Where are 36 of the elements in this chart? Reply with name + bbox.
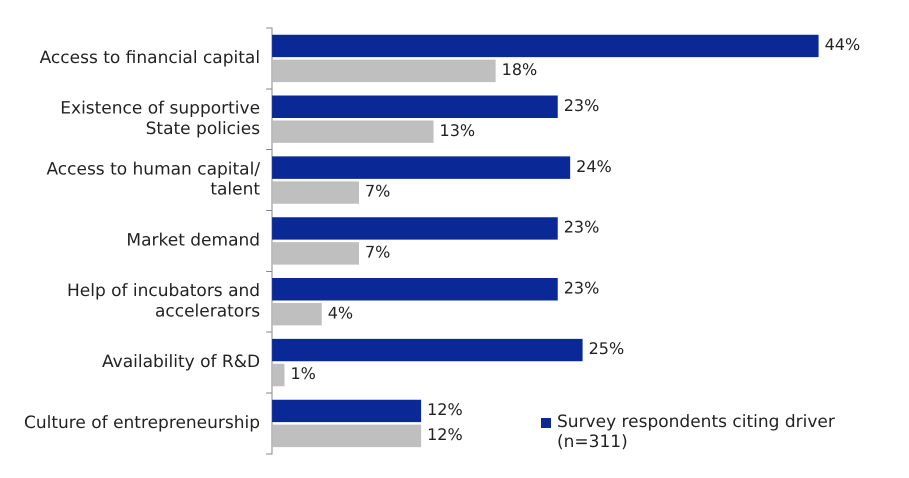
y-tick-label: Access to human capital/ talent xyxy=(46,159,260,200)
data-label: 13% xyxy=(440,120,476,140)
data-label: 24% xyxy=(576,156,612,176)
y-tick-label: Existence of supportive State policies xyxy=(60,98,260,139)
bar xyxy=(272,156,570,179)
bar xyxy=(272,217,558,240)
y-tick-label: Help of incubators and accelerators xyxy=(66,280,260,322)
data-label: 12% xyxy=(427,425,463,444)
data-label: 12% xyxy=(427,400,463,420)
bar xyxy=(272,400,422,422)
bar xyxy=(272,242,360,265)
bar xyxy=(272,120,434,143)
bar xyxy=(272,302,322,326)
bar xyxy=(272,181,360,204)
bar xyxy=(272,278,558,300)
data-label: 1% xyxy=(290,364,316,384)
y-tick-label: Market demand xyxy=(126,230,260,250)
bar xyxy=(272,364,284,386)
data-label: 7% xyxy=(365,182,390,201)
data-label: 44% xyxy=(824,35,860,54)
y-tick-label: Culture of entrepreneurship xyxy=(24,412,260,433)
bar xyxy=(272,96,558,118)
data-label: 4% xyxy=(328,303,354,322)
data-label: 18% xyxy=(502,60,538,80)
data-label: 25% xyxy=(588,339,624,358)
bar xyxy=(272,34,819,58)
data-label: 23% xyxy=(564,96,600,115)
data-label: 7% xyxy=(365,242,390,262)
y-tick-label: Access to financial capital xyxy=(40,48,260,68)
data-label: 23% xyxy=(564,218,600,237)
bar xyxy=(272,338,583,362)
data-label: 23% xyxy=(564,278,600,298)
legend-label: Survey respondents citing driver (n=311) xyxy=(557,412,836,452)
bar xyxy=(272,60,496,82)
bar xyxy=(272,424,422,448)
y-tick-label: Availability of R&D xyxy=(102,352,260,372)
